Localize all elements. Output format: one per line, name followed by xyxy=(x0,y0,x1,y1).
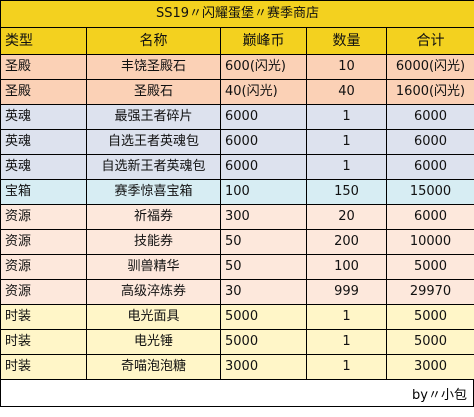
header-price: 巅峰币 xyxy=(220,27,307,55)
cell-price: 30 xyxy=(220,279,307,305)
cell-total: 6000 xyxy=(385,104,474,130)
cell-total: 5000 xyxy=(385,304,474,330)
cell-price: 5000 xyxy=(220,304,307,330)
cell-qty: 1 xyxy=(306,304,387,330)
cell-total: 3000 xyxy=(385,354,474,380)
cell-price: 3000 xyxy=(220,354,307,380)
cell-price: 6000 xyxy=(220,154,307,180)
cell-name: 自选新王者英魂包 xyxy=(86,154,221,180)
cell-total: 15000 xyxy=(385,179,474,205)
cell-price: 6000 xyxy=(220,104,307,130)
cell-total: 10000 xyxy=(385,229,474,255)
cell-type: 宝箱 xyxy=(0,179,87,205)
cell-type: 时装 xyxy=(0,354,87,380)
cell-type: 时装 xyxy=(0,304,87,330)
cell-price: 5000 xyxy=(220,329,307,355)
table-row: 时装 电光锤 5000 1 5000 xyxy=(0,329,474,355)
header-type: 类型 xyxy=(0,27,87,55)
cell-type: 圣殿 xyxy=(0,79,87,105)
cell-qty: 1 xyxy=(306,329,387,355)
cell-qty: 1 xyxy=(306,154,387,180)
cell-total: 6000 xyxy=(385,204,474,230)
table-row: 时装 电光面具 5000 1 5000 xyxy=(0,304,474,330)
cell-total: 6000(闪光) xyxy=(385,54,474,80)
cell-qty: 1 xyxy=(306,354,387,380)
cell-total: 6000 xyxy=(385,129,474,155)
cell-name: 丰饶圣殿石 xyxy=(86,54,221,80)
cell-name: 最强王者碎片 xyxy=(86,104,221,130)
table-row: 圣殿 丰饶圣殿石 600(闪光) 10 6000(闪光) xyxy=(0,54,474,80)
cell-total: 6000 xyxy=(385,154,474,180)
cell-type: 英魂 xyxy=(0,104,87,130)
header-row: 类型 名称 巅峰币 数量 合计 xyxy=(0,27,474,55)
cell-qty: 999 xyxy=(306,279,387,305)
cell-price: 6000 xyxy=(220,129,307,155)
cell-qty: 200 xyxy=(306,229,387,255)
footer-credit: by〃小包 xyxy=(412,388,467,403)
cell-total: 5000 xyxy=(385,329,474,355)
cell-type: 资源 xyxy=(0,279,87,305)
table-row: 英魂 最强王者碎片 6000 1 6000 xyxy=(0,104,474,130)
table-row: 资源 驯兽精华 50 100 5000 xyxy=(0,254,474,280)
cell-type: 英魂 xyxy=(0,129,87,155)
cell-name: 电光锤 xyxy=(86,329,221,355)
table-row: 时装 奇喵泡泡糖 3000 1 3000 xyxy=(0,354,474,380)
cell-qty: 1 xyxy=(306,104,387,130)
cell-type: 时装 xyxy=(0,329,87,355)
cell-name: 赛季惊喜宝箱 xyxy=(86,179,221,205)
cell-type: 英魂 xyxy=(0,154,87,180)
cell-price: 50 xyxy=(220,229,307,255)
cell-type: 资源 xyxy=(0,204,87,230)
table-row: 英魂 自选王者英魂包 6000 1 6000 xyxy=(0,129,474,155)
cell-name: 驯兽精华 xyxy=(86,254,221,280)
sheet-title: SS19〃闪耀蛋堡〃赛季商店 xyxy=(0,0,474,28)
cell-name: 电光面具 xyxy=(86,304,221,330)
table-row: 资源 技能券 50 200 10000 xyxy=(0,229,474,255)
table-row: 资源 高级淬炼券 30 999 29970 xyxy=(0,279,474,305)
cell-type: 圣殿 xyxy=(0,54,87,80)
cell-price: 600(闪光) xyxy=(220,54,307,80)
cell-total: 29970 xyxy=(385,279,474,305)
cell-qty: 150 xyxy=(306,179,387,205)
cell-qty: 100 xyxy=(306,254,387,280)
table-row: 圣殿 圣殿石 40(闪光) 40 1600(闪光) xyxy=(0,79,474,105)
cell-name: 高级淬炼券 xyxy=(86,279,221,305)
cell-name: 奇喵泡泡糖 xyxy=(86,354,221,380)
cell-price: 300 xyxy=(220,204,307,230)
cell-name: 圣殿石 xyxy=(86,79,221,105)
shop-table: SS19〃闪耀蛋堡〃赛季商店 类型 名称 巅峰币 数量 合计 圣殿 丰饶圣殿石 60… xyxy=(0,0,474,380)
cell-name: 祈福券 xyxy=(86,204,221,230)
cell-price: 50 xyxy=(220,254,307,280)
cell-price: 40(闪光) xyxy=(220,79,307,105)
cell-qty: 10 xyxy=(306,54,387,80)
footer-row: by〃小包 xyxy=(0,380,474,407)
cell-qty: 20 xyxy=(306,204,387,230)
cell-type: 资源 xyxy=(0,229,87,255)
table-row: 资源 祈福券 300 20 6000 xyxy=(0,204,474,230)
cell-price: 100 xyxy=(220,179,307,205)
cell-name: 技能券 xyxy=(86,229,221,255)
table-row: 英魂 自选新王者英魂包 6000 1 6000 xyxy=(0,154,474,180)
cell-name: 自选王者英魂包 xyxy=(86,129,221,155)
header-total: 合计 xyxy=(385,27,474,55)
cell-total: 5000 xyxy=(385,254,474,280)
cell-type: 资源 xyxy=(0,254,87,280)
header-qty: 数量 xyxy=(306,27,387,55)
cell-total: 1600(闪光) xyxy=(385,79,474,105)
cell-qty: 1 xyxy=(306,129,387,155)
cell-qty: 40 xyxy=(306,79,387,105)
header-name: 名称 xyxy=(86,27,221,55)
table-row: 宝箱 赛季惊喜宝箱 100 150 15000 xyxy=(0,179,474,205)
